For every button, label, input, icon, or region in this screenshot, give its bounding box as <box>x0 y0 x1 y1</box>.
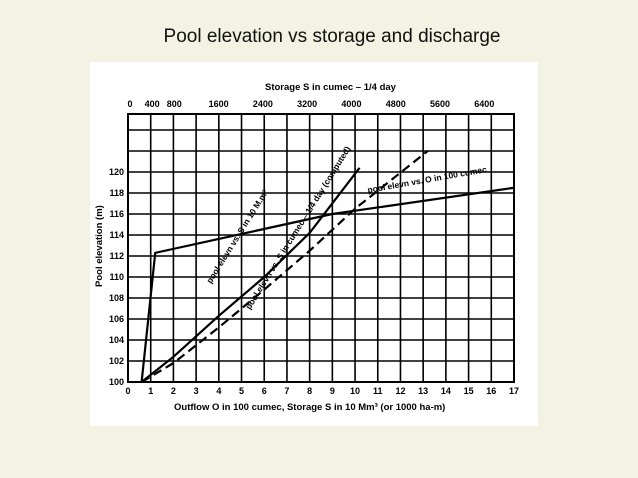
curve-label-outflow: pool elevn vs. O in 100 cumec <box>367 164 488 195</box>
chart-ticks: 0 1 2 3 4 5 6 7 8 9 10 11 12 13 14 15 16 1710010210410610… <box>109 99 519 396</box>
x-tick-label: 3 <box>194 386 199 396</box>
y-tick-label: 120 <box>109 167 124 177</box>
top-tick-label: 5600 <box>430 99 450 109</box>
x-tick-label: 12 <box>395 386 405 396</box>
top-tick-label: 4800 <box>386 99 406 109</box>
x-tick-label: 17 <box>509 386 519 396</box>
top-tick-label: 800 <box>167 99 182 109</box>
x-tick-label: 10 <box>350 386 360 396</box>
top-tick-label: 3200 <box>297 99 317 109</box>
y-tick-label: 118 <box>109 188 124 198</box>
chart-figure: 0 1 2 3 4 5 6 7 8 9 10 11 12 13 14 15 16 17 100 102 104 106 10… <box>90 62 538 426</box>
x-tick-label: 11 <box>373 386 383 396</box>
y-axis-label: Pool elevation (m) <box>94 205 105 287</box>
x-tick-label: 0 <box>125 386 130 396</box>
x-tick-label: 6 <box>262 386 267 396</box>
x-tick-label: 16 <box>486 386 496 396</box>
x-tick-label: 2 <box>171 386 176 396</box>
y-tick-label: 104 <box>109 335 124 345</box>
series-line <box>140 167 361 383</box>
top-axis-label: Storage S in cumec – 1/4 day <box>265 82 397 93</box>
curve-label-storage-cumec: pool elevn vs. S in cumec – 1/4 day (com… <box>243 144 352 311</box>
x-axis-label: Outflow O in 100 cumec, Storage S in 10 … <box>174 402 445 413</box>
curve-label-storage-mm3: pool elevn vs. S in 10 M.m³ <box>204 188 270 285</box>
x-tick-label: 8 <box>307 386 312 396</box>
top-tick-label: 2400 <box>253 99 273 109</box>
top-tick-label: 6400 <box>474 99 494 109</box>
y-tick-label: 108 <box>109 293 124 303</box>
x-tick-label: 14 <box>441 386 451 396</box>
x-tick-label: 4 <box>216 386 221 396</box>
series-line <box>141 150 429 383</box>
y-tick-label: 100 <box>109 377 124 387</box>
y-tick-label: 110 <box>109 272 124 282</box>
x-tick-label: 13 <box>418 386 428 396</box>
top-tick-label: 400 <box>145 99 160 109</box>
x-tick-label: 7 <box>284 386 289 396</box>
chart-series <box>140 150 515 383</box>
top-tick-label: 1600 <box>209 99 229 109</box>
chart-grid <box>127 113 515 383</box>
y-tick-label: 112 <box>109 251 124 261</box>
top-tick-label: 0 <box>127 99 132 109</box>
top-tick-label: 4000 <box>341 99 361 109</box>
plot-frame <box>127 113 515 383</box>
series-line <box>140 186 515 383</box>
y-tick-label: 106 <box>109 314 124 324</box>
slide-title: Pool elevation vs storage and discharge <box>163 26 501 47</box>
x-tick-label: 15 <box>464 386 474 396</box>
x-tick-label: 9 <box>330 386 335 396</box>
x-tick-label: 1 <box>148 386 153 396</box>
y-tick-label: 102 <box>109 356 124 366</box>
chart-svg: 0 1 2 3 4 5 6 7 8 9 10 11 12 13 14 15 16 1710010210410610… <box>94 82 519 413</box>
y-tick-label: 114 <box>109 230 124 240</box>
x-tick-label: 5 <box>239 386 244 396</box>
y-tick-label: 116 <box>109 209 124 219</box>
